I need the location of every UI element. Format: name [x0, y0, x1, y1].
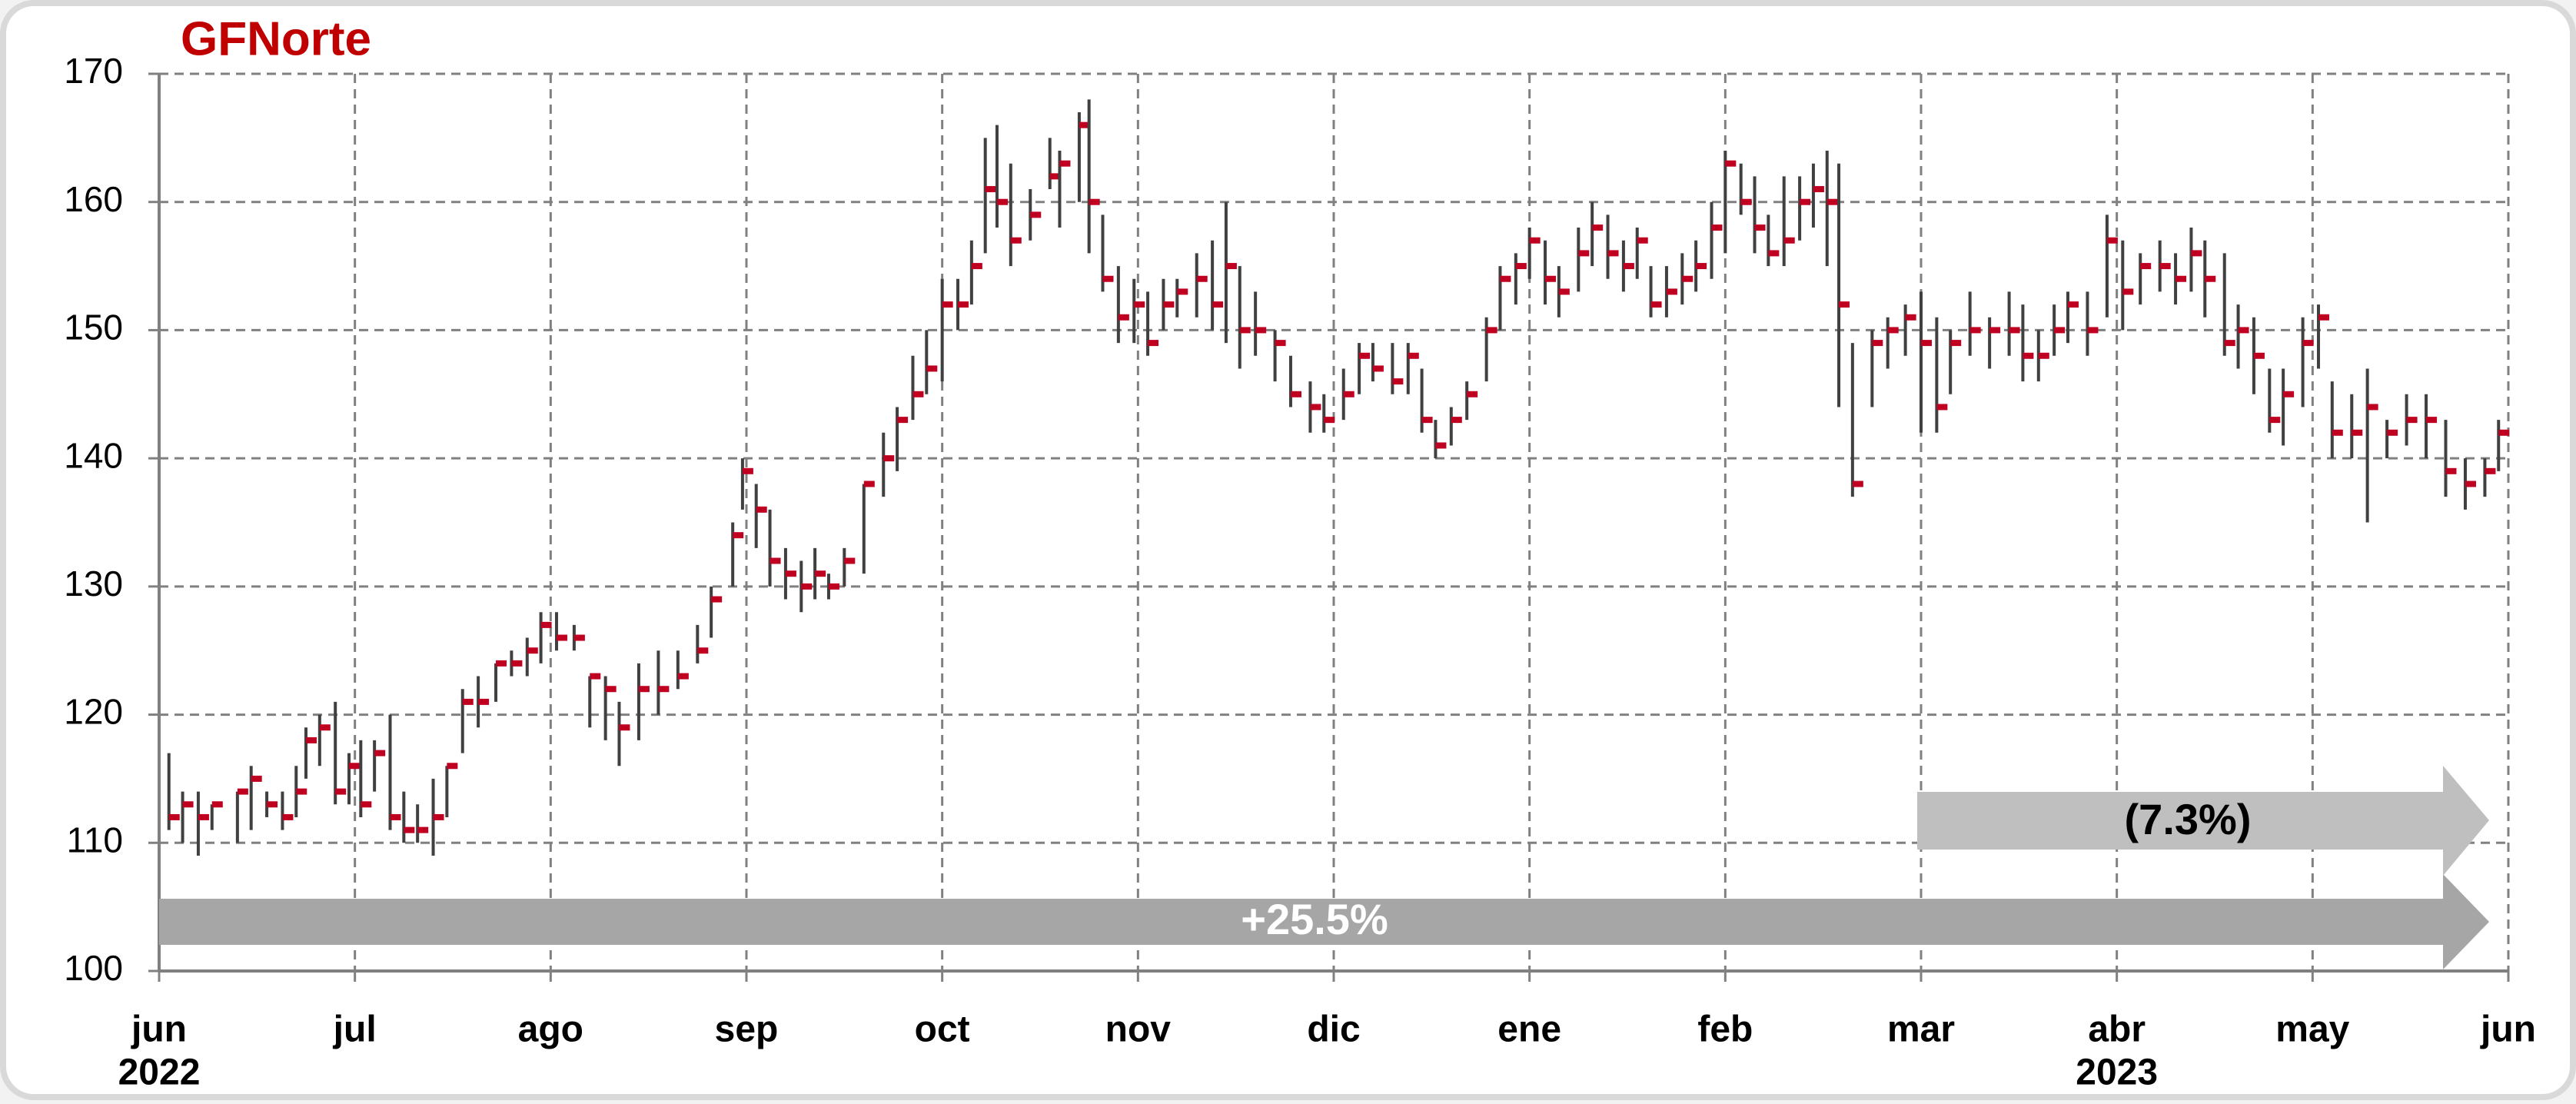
- x-tick-label: nov: [1105, 1009, 1172, 1050]
- x-tick-label: may: [2275, 1009, 2349, 1050]
- arrow-total: [159, 874, 2489, 969]
- x-tick-label: jul: [333, 1009, 377, 1050]
- x-tick-label: ene: [1497, 1009, 1561, 1050]
- year-label: 2023: [2076, 1052, 2158, 1093]
- annotation: +25.5%: [1241, 895, 1388, 943]
- y-tick-label: 160: [64, 179, 123, 219]
- annotation: (7.3%): [2125, 795, 2252, 843]
- x-tick-label: dic: [1307, 1009, 1360, 1050]
- year-label: 2022: [118, 1052, 201, 1093]
- x-tick-label: jun: [131, 1009, 187, 1050]
- x-tick-label: jun: [2480, 1009, 2536, 1050]
- y-tick-label: 130: [64, 564, 123, 604]
- y-tick-label: 120: [64, 692, 123, 732]
- x-tick-label: abr: [2088, 1009, 2146, 1050]
- arrow-ytd: [1917, 766, 2489, 876]
- y-tick-label: 110: [67, 820, 123, 860]
- y-tick-label: 100: [64, 948, 123, 988]
- x-tick-label: ago: [518, 1009, 583, 1050]
- y-tick-label: 170: [64, 51, 123, 91]
- chart-title: GFNorte: [181, 12, 371, 65]
- x-tick-label: feb: [1697, 1009, 1753, 1050]
- y-tick-label: 140: [64, 435, 123, 475]
- y-tick-label: 150: [64, 308, 123, 347]
- x-tick-label: oct: [915, 1009, 970, 1050]
- x-tick-label: sep: [715, 1009, 779, 1050]
- x-tick-label: mar: [1887, 1009, 1955, 1050]
